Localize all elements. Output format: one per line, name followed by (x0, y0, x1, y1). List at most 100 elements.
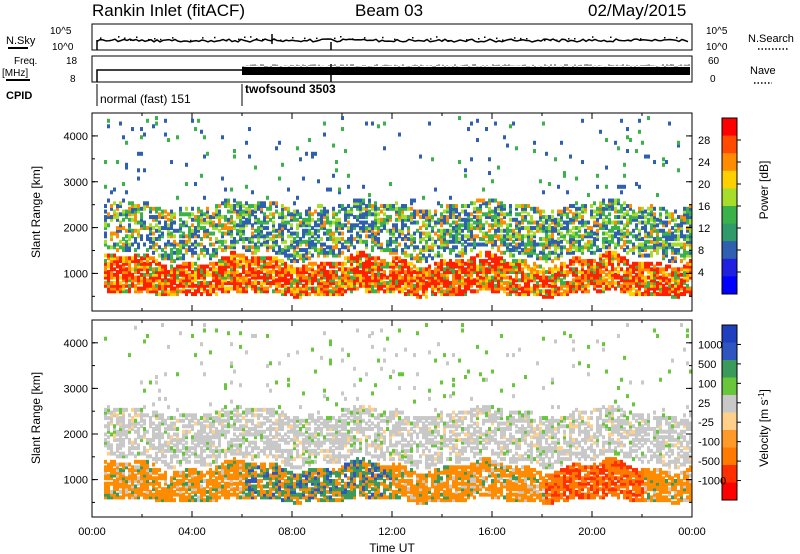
echo-cell (431, 286, 434, 291)
echo-cell (494, 234, 497, 239)
echo-cell (122, 286, 125, 291)
echo-cell (605, 223, 608, 228)
echo-cell (320, 223, 323, 228)
echo-cell (569, 234, 572, 239)
echo-cell (638, 286, 641, 291)
echo-cell (611, 267, 614, 272)
echo-cell (503, 242, 506, 247)
echo-cell (350, 267, 353, 272)
echo-cell (605, 231, 608, 236)
echo-cell (587, 275, 590, 280)
colorbar-tick-label: 4 (698, 267, 704, 279)
echo-cell (203, 286, 206, 291)
echo-cell (215, 275, 218, 280)
echo-cell (446, 272, 449, 277)
echo-cell (167, 272, 170, 277)
echo-cell (386, 239, 389, 244)
echo-cell (554, 226, 557, 231)
freq-tick-top: 18 (66, 56, 78, 67)
echo-cell (449, 289, 452, 294)
echo-cell (119, 121, 122, 126)
echo-cell (581, 204, 584, 209)
echo-cell (128, 484, 131, 489)
echo-cell (398, 283, 401, 288)
echo-cell (422, 292, 425, 297)
echo-cell (275, 234, 278, 239)
echo-cell (362, 201, 365, 206)
echo-cell (500, 278, 503, 283)
echo-cell (356, 250, 359, 255)
echo-cell (353, 204, 356, 209)
echo-cell (461, 237, 464, 242)
echo-cell (254, 165, 257, 170)
echo-cell (293, 289, 296, 294)
echo-cell (410, 206, 413, 211)
echo-cell (152, 217, 155, 222)
echo-cell (125, 245, 128, 250)
echo-cell (647, 234, 650, 239)
echo-cell (446, 261, 449, 266)
echo-cell (428, 217, 431, 222)
echo-cell (551, 209, 554, 214)
echo-cell (437, 217, 440, 222)
echo-cell (329, 187, 332, 192)
echo-cell (509, 275, 512, 280)
echo-cell (428, 278, 431, 283)
echo-cell (296, 283, 299, 288)
echo-cell (587, 281, 590, 286)
echo-cell (611, 283, 614, 288)
echo-cell (125, 272, 128, 277)
echo-cell (605, 267, 608, 272)
echo-cell (155, 209, 158, 214)
echo-cell (302, 223, 305, 228)
echo-cell (533, 245, 536, 250)
echo-cell (341, 286, 344, 291)
echo-cell (380, 281, 383, 286)
echo-cell (515, 267, 518, 272)
echo-cell (158, 267, 161, 272)
echo-cell (194, 239, 197, 244)
echo-cell (491, 239, 494, 244)
echo-cell (392, 286, 395, 291)
echo-cell (194, 228, 197, 233)
echo-cell (419, 234, 422, 239)
echo-cell (374, 234, 377, 239)
echo-cell (392, 281, 395, 286)
echo-cell (563, 226, 566, 231)
echo-cell (218, 204, 221, 209)
echo-cell (173, 245, 176, 250)
echo-cell (230, 215, 233, 220)
echo-cell (452, 212, 455, 217)
echo-cell (656, 270, 659, 275)
echo-cell (461, 204, 464, 209)
echo-cell (488, 215, 491, 220)
echo-cell (443, 209, 446, 214)
nsearch-dot (136, 36, 138, 38)
echo-cell (419, 256, 422, 261)
echo-cell (389, 270, 392, 275)
echo-cell (155, 259, 158, 264)
echo-cell (302, 231, 305, 236)
echo-cell (485, 239, 488, 244)
echo-cell (236, 272, 239, 277)
echo-cell (392, 234, 395, 239)
echo-cell (371, 261, 374, 266)
echo-cell (617, 226, 620, 231)
echo-cell (278, 231, 281, 236)
echo-cell (503, 264, 506, 269)
echo-cell (581, 275, 584, 280)
echo-cell (254, 250, 257, 255)
echo-cell (629, 270, 632, 275)
echo-cell (269, 201, 272, 206)
echo-cell (557, 270, 560, 275)
echo-cell (338, 223, 341, 228)
echo-cell (179, 264, 182, 269)
echo-cell (287, 286, 290, 291)
echo-cell (371, 204, 374, 209)
echo-cell (245, 289, 248, 294)
echo-cell (485, 278, 488, 283)
echo-cell (332, 270, 335, 275)
echo-cell (515, 220, 518, 225)
echo-cell (359, 261, 362, 266)
echo-cell (674, 281, 677, 286)
